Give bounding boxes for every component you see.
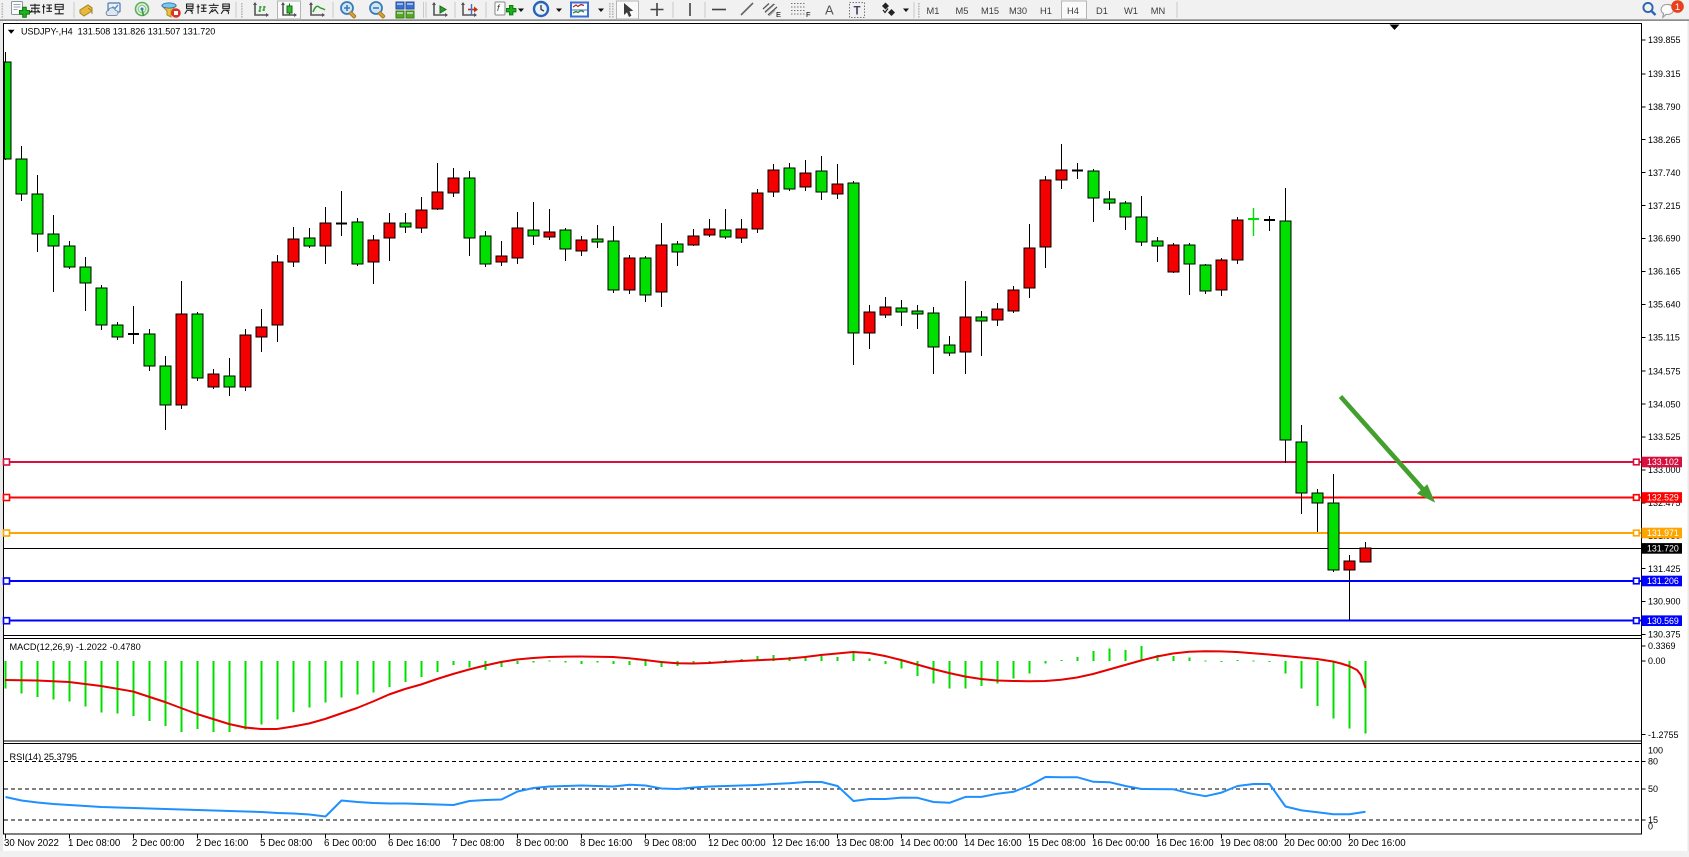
svg-text:16 Dec 00:00: 16 Dec 00:00	[1092, 838, 1150, 849]
svg-text:8 Dec 00:00: 8 Dec 00:00	[516, 838, 569, 849]
svg-text:134.050: 134.050	[1648, 399, 1681, 409]
svg-text:6 Dec 16:00: 6 Dec 16:00	[388, 838, 441, 849]
svg-text:130.569: 130.569	[1647, 616, 1679, 626]
svg-text:H4: H4	[1067, 6, 1079, 16]
svg-text:20 Dec 16:00: 20 Dec 16:00	[1348, 838, 1406, 849]
svg-text:135.115: 135.115	[1648, 333, 1680, 343]
svg-text:80: 80	[1648, 757, 1658, 767]
svg-text:133.102: 133.102	[1647, 457, 1679, 467]
svg-text:D1: D1	[1096, 6, 1108, 16]
svg-text:131.720: 131.720	[1647, 544, 1679, 554]
svg-text:14 Dec 16:00: 14 Dec 16:00	[964, 838, 1022, 849]
svg-text:7 Dec 08:00: 7 Dec 08:00	[452, 838, 505, 849]
svg-text:132.529: 132.529	[1647, 493, 1679, 503]
svg-text:137.215: 137.215	[1648, 201, 1681, 211]
svg-text:0.3369: 0.3369	[1648, 641, 1676, 651]
svg-text:F: F	[806, 10, 811, 19]
svg-text:15 Dec 08:00: 15 Dec 08:00	[1028, 838, 1086, 849]
svg-text:2 Dec 00:00: 2 Dec 00:00	[132, 838, 185, 849]
svg-text:138.265: 138.265	[1648, 135, 1681, 145]
svg-text:H1: H1	[1040, 6, 1052, 16]
svg-text:132.475: 132.475	[1648, 498, 1681, 508]
svg-text:6 Dec 00:00: 6 Dec 00:00	[324, 838, 377, 849]
svg-text:135.640: 135.640	[1648, 300, 1681, 310]
svg-text:30 Nov 2022: 30 Nov 2022	[4, 838, 59, 849]
svg-text:-1.2755: -1.2755	[1648, 730, 1679, 740]
svg-text:M30: M30	[1009, 6, 1027, 16]
svg-text:5 Dec 08:00: 5 Dec 08:00	[260, 838, 313, 849]
svg-text:M1: M1	[927, 6, 940, 16]
svg-text:M15: M15	[981, 6, 999, 16]
svg-text:f: f	[497, 3, 501, 13]
svg-text:138.790: 138.790	[1648, 102, 1681, 112]
svg-text:MACD(12,26,9) -1.2022 -0.4780: MACD(12,26,9) -1.2022 -0.4780	[10, 642, 141, 652]
svg-text:MN: MN	[1151, 6, 1165, 16]
svg-text:20 Dec 00:00: 20 Dec 00:00	[1284, 838, 1342, 849]
svg-text:130.900: 130.900	[1648, 597, 1681, 607]
svg-text:131.425: 131.425	[1648, 564, 1681, 574]
svg-text:13 Dec 08:00: 13 Dec 08:00	[836, 838, 894, 849]
svg-text:139.855: 139.855	[1648, 35, 1681, 45]
svg-text:136.165: 136.165	[1648, 267, 1681, 277]
svg-text:12 Dec 00:00: 12 Dec 00:00	[708, 838, 766, 849]
svg-text:139.315: 139.315	[1648, 69, 1681, 79]
svg-text:1: 1	[1675, 2, 1680, 13]
svg-text:19 Dec 08:00: 19 Dec 08:00	[1220, 838, 1278, 849]
svg-text:1 Dec 08:00: 1 Dec 08:00	[68, 838, 121, 849]
svg-text:50: 50	[1648, 784, 1658, 794]
svg-text:14 Dec 00:00: 14 Dec 00:00	[900, 838, 958, 849]
svg-text:8 Dec 16:00: 8 Dec 16:00	[580, 838, 633, 849]
svg-text:130.375: 130.375	[1648, 630, 1681, 640]
svg-text:2 Dec 16:00: 2 Dec 16:00	[196, 838, 249, 849]
svg-text:M5: M5	[956, 6, 969, 16]
svg-text:16 Dec 16:00: 16 Dec 16:00	[1156, 838, 1214, 849]
svg-text:RSI(14) 25.3795: RSI(14) 25.3795	[10, 752, 77, 762]
svg-text:133.525: 133.525	[1648, 432, 1681, 442]
svg-text:15: 15	[1648, 815, 1658, 825]
svg-text:T: T	[854, 6, 861, 18]
svg-text:134.575: 134.575	[1648, 366, 1681, 376]
svg-text:100: 100	[1648, 746, 1663, 756]
svg-text:131.206: 131.206	[1647, 576, 1679, 586]
svg-text:137.740: 137.740	[1648, 168, 1681, 178]
svg-text:136.690: 136.690	[1648, 234, 1681, 244]
svg-text:W1: W1	[1124, 6, 1138, 16]
svg-text:12 Dec 16:00: 12 Dec 16:00	[772, 838, 830, 849]
svg-text:USDJPY-,H4 131.508 131.826 13: USDJPY-,H4 131.508 131.826 131.507 131.7…	[21, 27, 215, 37]
svg-text:0: 0	[1648, 822, 1653, 832]
svg-text:E: E	[776, 10, 781, 19]
svg-text:9 Dec 08:00: 9 Dec 08:00	[644, 838, 697, 849]
svg-text:0.00: 0.00	[1648, 656, 1666, 666]
svg-text:131.971: 131.971	[1647, 528, 1679, 538]
svg-text:A: A	[825, 3, 834, 18]
svg-text:133.000: 133.000	[1648, 465, 1681, 475]
